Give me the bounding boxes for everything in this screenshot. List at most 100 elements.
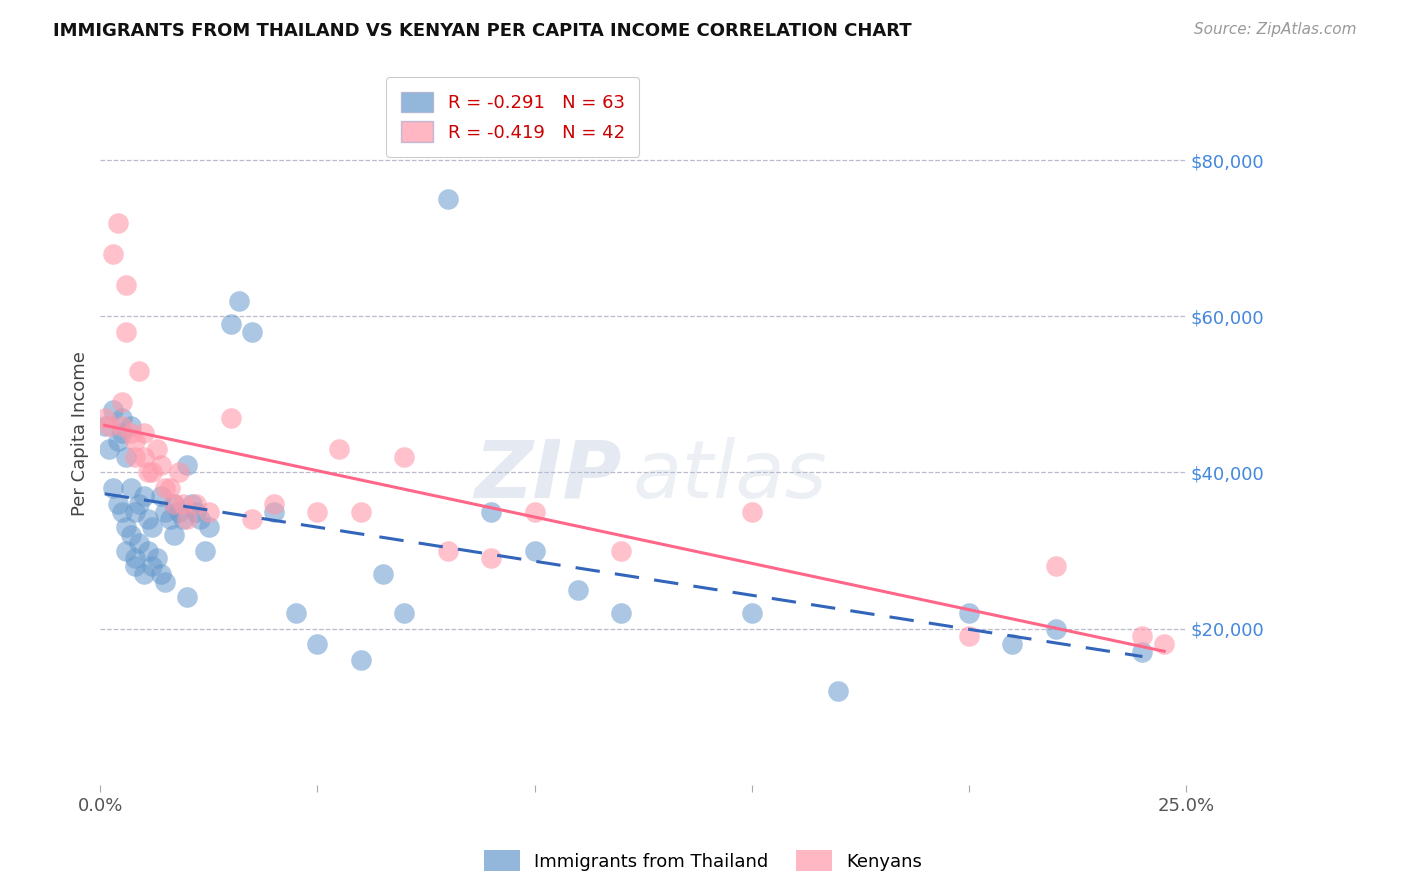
Point (150, 458, 173, 472)
Point (240, 325, 263, 339)
Point (159, 512, 181, 526)
Point (1001, 637, 1024, 651)
Point (263, 497, 285, 511)
Point (1045, 622, 1067, 636)
Point (136, 466, 159, 480)
Point (184, 504, 207, 518)
Point (176, 512, 198, 526)
Point (350, 504, 373, 518)
Point (98, 442, 121, 456)
Point (124, 551, 146, 566)
Point (180, 497, 202, 511)
Point (115, 450, 138, 464)
Point (132, 566, 155, 581)
Point (827, 684, 849, 698)
Point (103, 403, 125, 417)
Point (124, 559, 146, 574)
Point (150, 566, 173, 581)
Point (155, 574, 177, 589)
Point (107, 216, 129, 230)
Point (523, 504, 546, 518)
Point (107, 497, 129, 511)
Text: atlas: atlas (633, 436, 827, 515)
Point (479, 504, 502, 518)
Y-axis label: Per Capita Income: Per Capita Income (72, 351, 89, 516)
Point (146, 551, 169, 566)
Point (120, 528, 142, 542)
Point (103, 481, 125, 495)
Point (284, 606, 307, 620)
Point (115, 520, 138, 534)
Point (741, 606, 763, 620)
Text: IMMIGRANTS FROM THAILAND VS KENYAN PER CAPITA INCOME CORRELATION CHART: IMMIGRANTS FROM THAILAND VS KENYAN PER C… (53, 22, 912, 40)
Point (172, 497, 194, 511)
Point (155, 481, 177, 495)
Point (136, 512, 159, 526)
Point (167, 466, 190, 480)
Point (523, 543, 546, 558)
Point (350, 653, 373, 667)
Point (111, 504, 134, 518)
Point (193, 543, 215, 558)
Point (98, 418, 121, 433)
Point (150, 489, 173, 503)
Point (128, 364, 150, 378)
Point (132, 426, 155, 441)
Text: Source: ZipAtlas.com: Source: ZipAtlas.com (1194, 22, 1357, 37)
Point (93, 418, 115, 433)
Point (128, 535, 150, 549)
Point (124, 434, 146, 449)
Point (436, 192, 458, 206)
Point (176, 591, 198, 605)
Point (159, 481, 181, 495)
Point (163, 528, 186, 542)
Point (176, 458, 198, 472)
Point (198, 504, 221, 518)
Point (136, 543, 159, 558)
Point (957, 606, 980, 620)
Point (124, 504, 146, 518)
Point (371, 566, 394, 581)
Point (141, 520, 163, 534)
Point (107, 434, 129, 449)
Legend: Immigrants from Thailand, Kenyans: Immigrants from Thailand, Kenyans (477, 843, 929, 879)
Point (115, 325, 138, 339)
Point (328, 442, 350, 456)
Point (188, 512, 211, 526)
Point (610, 543, 633, 558)
Point (228, 293, 250, 308)
Point (610, 606, 633, 620)
Point (120, 418, 142, 433)
Point (141, 466, 163, 480)
Point (111, 410, 134, 425)
Point (146, 442, 169, 456)
Point (163, 497, 186, 511)
Legend: R = -0.291   N = 63, R = -0.419   N = 42: R = -0.291 N = 63, R = -0.419 N = 42 (387, 77, 640, 157)
Point (132, 450, 155, 464)
Point (155, 504, 177, 518)
Point (111, 418, 134, 433)
Point (184, 497, 207, 511)
Point (163, 497, 186, 511)
Point (172, 512, 194, 526)
Point (115, 543, 138, 558)
Point (219, 410, 242, 425)
Point (141, 559, 163, 574)
Point (741, 504, 763, 518)
Point (1153, 637, 1175, 651)
Point (1132, 645, 1154, 659)
Point (479, 551, 502, 566)
Point (93, 410, 115, 425)
Point (198, 520, 221, 534)
Point (307, 504, 329, 518)
Point (115, 278, 138, 293)
Point (120, 481, 142, 495)
Text: ZIP: ZIP (474, 436, 621, 515)
Point (1045, 559, 1067, 574)
Point (124, 450, 146, 464)
Point (263, 504, 285, 518)
Point (957, 629, 980, 643)
Point (219, 317, 242, 331)
Point (120, 426, 142, 441)
Point (111, 426, 134, 441)
